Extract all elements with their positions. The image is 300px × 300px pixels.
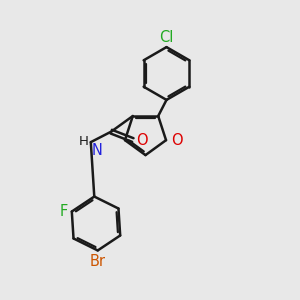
Text: O: O [171,133,183,148]
Text: Br: Br [90,254,106,269]
Text: O: O [136,133,148,148]
Text: H: H [79,135,88,148]
Text: Cl: Cl [159,30,174,45]
Text: N: N [92,143,102,158]
Text: F: F [60,204,68,219]
